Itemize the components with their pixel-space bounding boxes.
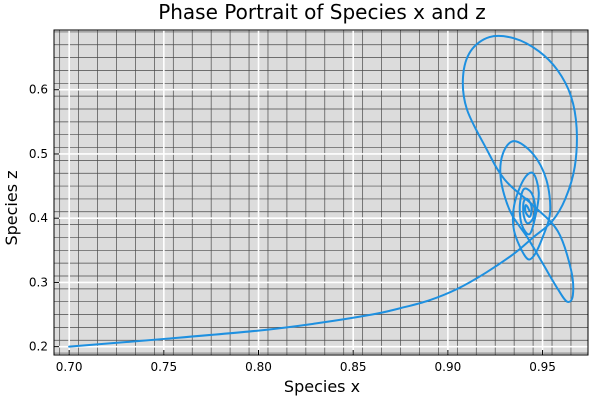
series-layer bbox=[68, 34, 578, 348]
y-tick-label: 0.6 bbox=[29, 83, 48, 97]
series-line bbox=[68, 34, 578, 348]
y-axis-ticks: 0.2 0.3 0.4 0.5 0.6 bbox=[29, 83, 59, 354]
y-tick-label: 0.2 bbox=[29, 340, 48, 354]
y-axis-label: Species z bbox=[2, 170, 21, 245]
x-tick-label: 0.70 bbox=[56, 360, 83, 374]
x-axis-ticks: 0.70 0.75 0.80 0.85 0.90 0.95 bbox=[56, 350, 556, 374]
plot-area bbox=[54, 30, 588, 355]
x-tick-label: 0.75 bbox=[150, 360, 177, 374]
chart-title: Phase Portrait of Species x and z bbox=[158, 0, 486, 24]
y-tick-label: 0.4 bbox=[29, 211, 48, 225]
x-tick-label: 0.90 bbox=[435, 360, 462, 374]
x-tick-label: 0.80 bbox=[245, 360, 272, 374]
y-tick-label: 0.5 bbox=[29, 147, 48, 161]
y-tick-label: 0.3 bbox=[29, 275, 48, 289]
major-grid bbox=[54, 30, 588, 355]
x-axis-label: Species x bbox=[284, 377, 360, 396]
x-tick-label: 0.95 bbox=[529, 360, 556, 374]
plot-frame bbox=[53, 29, 589, 356]
x-tick-label: 0.85 bbox=[340, 360, 367, 374]
minor-grid bbox=[54, 30, 588, 355]
